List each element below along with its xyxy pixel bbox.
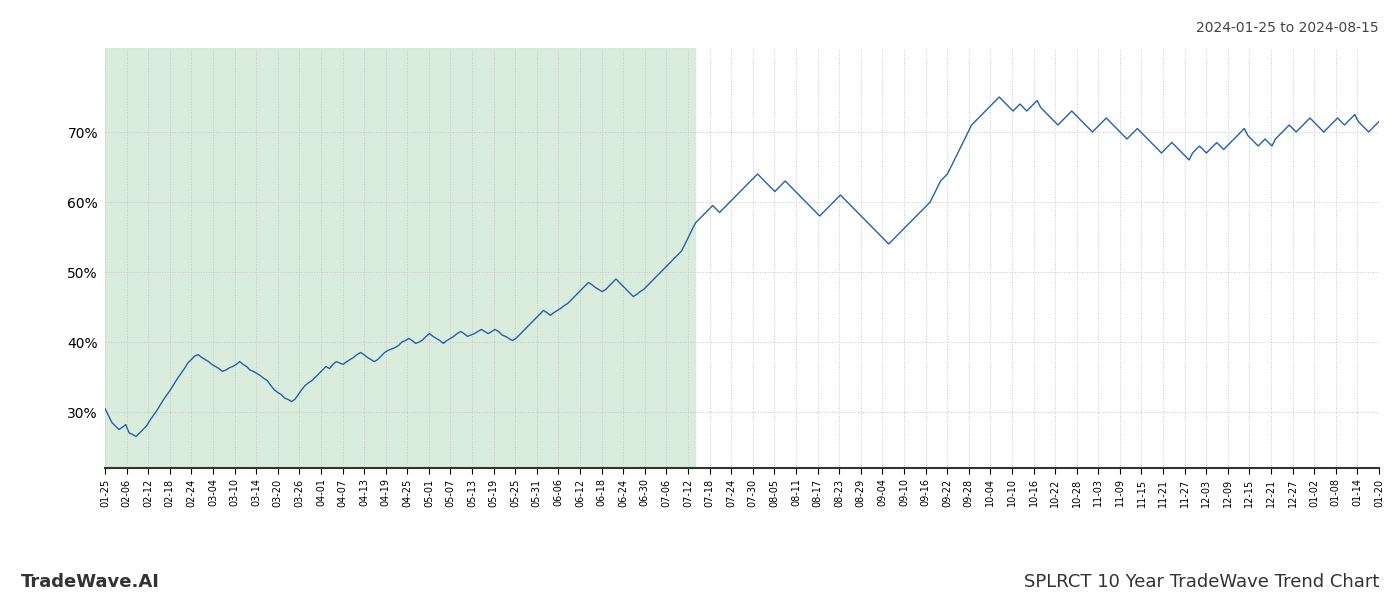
Text: 2024-01-25 to 2024-08-15: 2024-01-25 to 2024-08-15 <box>1197 21 1379 35</box>
Bar <box>105 48 696 468</box>
Text: SPLRCT 10 Year TradeWave Trend Chart: SPLRCT 10 Year TradeWave Trend Chart <box>1023 573 1379 591</box>
Text: TradeWave.AI: TradeWave.AI <box>21 573 160 591</box>
